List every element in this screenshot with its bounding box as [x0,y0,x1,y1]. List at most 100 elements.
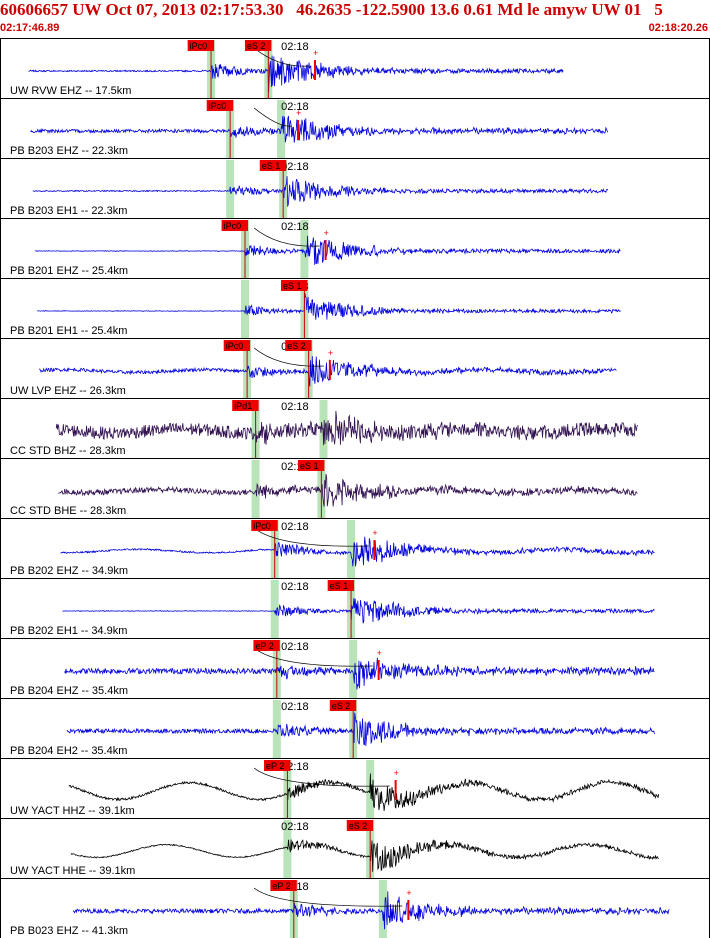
trace-row[interactable]: 02:18 + iPc0 PB B202 EHZ -- 34.9km [0,518,710,579]
s-pick-label: eS 1 [283,281,302,291]
coda-arc [253,527,369,547]
trace-row[interactable]: 02:18 +eP 2UW YACT HHZ -- 39.1km [0,758,710,819]
minute-tick-label: 02:18 [281,41,309,53]
channel-label: PB B201 EHZ -- 25.4km [10,265,128,277]
channel-label: UW YACT HHE -- 39.1km [10,865,135,877]
s-pick-box[interactable] [285,340,312,351]
p-pick-window [240,280,249,338]
s-pick-box[interactable] [327,580,355,591]
p-pick-box[interactable] [251,520,278,531]
p-pick-box[interactable] [270,880,297,891]
minute-tick-label: 02:18 [281,581,309,593]
minute-tick-label: 02:18 [281,401,309,413]
s-pick-label: eS 2 [247,41,266,51]
p-pick-label: iPc0 [253,521,271,531]
p-pick-box[interactable] [221,220,248,231]
minute-tick-label: 02:18 [281,101,309,113]
s-pick-box[interactable] [297,460,325,471]
s-pick-box[interactable] [244,40,272,51]
trace-row[interactable]: 02:18 + iPc0 PB B201 EHZ -- 25.4km [0,218,710,279]
p-pick-box[interactable] [223,340,251,351]
trace-row[interactable]: 02:18 eS 2 PB B204 EH2 -- 35.4km [0,698,710,759]
waveform [66,712,655,747]
s-pick-box[interactable] [259,160,287,171]
channel-label: CC STD BHZ -- 28.3km [10,445,126,457]
event-header: 60606657 UW Oct 07, 2013 02:17:53.30 46.… [0,0,710,38]
p-pick-window [270,580,279,638]
p-pick-box[interactable] [206,100,234,111]
s-pick-window [319,400,328,458]
p-pick-box[interactable] [253,640,280,651]
waveform [70,839,659,872]
coda-arc [253,647,373,667]
trace-row[interactable]: 02:18 iPd1 CC STD BHZ -- 28.3km [0,398,710,459]
s-pick-box[interactable] [280,280,308,291]
waveform [34,235,621,265]
waveform [72,891,670,930]
p-pick-box[interactable] [187,40,215,51]
waveform [58,473,638,507]
coda-arc [253,47,310,67]
channel-label: PB B201 EH1 -- 25.4km [10,325,127,337]
trace-row[interactable]: 02:18+ iPc0 PB B203 EHZ -- 22.3km [0,98,710,159]
event-title: 60606657 UW Oct 07, 2013 02:17:53.30 46.… [0,0,663,19]
p-pick-label: iPc0 [224,221,242,231]
coda-arc [253,347,324,367]
waveform [30,115,609,143]
channel-label: PB B202 EHZ -- 34.9km [10,565,128,577]
waveform [28,55,564,93]
minute-tick-label: 02:18 [281,701,309,713]
p-pick-box[interactable] [232,400,259,411]
coda-arc [253,227,320,247]
waveform [62,598,655,624]
waveform [60,536,655,567]
channel-label: UW RVW EHZ -- 17.5km [10,85,131,97]
s-pick-label: eS 2 [287,341,306,351]
trace-row[interactable]: 02:18 + iPc0 eS 2 UW RVW EHZ -- 17.5km [0,38,710,99]
seismogram-panel[interactable]: 02:18 +iPc0 eS 2UW RVW EHZ -- 17.5km02:18+… [0,38,710,938]
minute-tick-label: 02:18 [281,821,309,833]
p-pick-label: eP 2 [255,641,273,651]
channel-label: UW YACT HHZ -- 39.1km [10,805,135,817]
coda-arc [253,887,403,907]
end-time-label: 02:18:20.26 [648,22,708,34]
s-pick-box[interactable] [329,700,357,711]
trace-row[interactable]: 02:18 eS 2 UW YACT HHE -- 39.1km [0,818,710,879]
channel-label: PB B204 EH2 -- 35.4km [10,745,127,757]
trace-row[interactable]: 02:18 eS 1 PB B202 EH1 -- 34.9km [0,578,710,639]
p-pick-label: eP 2 [266,761,284,771]
waveform [37,292,621,320]
p-pick-label: iPc0 [226,341,244,351]
s-pick-window [378,880,387,938]
s-pick-label: eS 1 [330,581,349,591]
p-pick-label: eP 2 [272,881,290,891]
minute-tick-label: 02:18 [281,161,309,173]
s-pick-label: eS 1 [262,161,281,171]
amplitude-plus-icon: + [296,108,301,118]
channel-label: CC STD BHE -- 28.3km [10,505,126,517]
waveform [39,356,617,387]
waveform [68,773,660,812]
waveform [55,410,638,446]
amplitude-plus-icon: + [406,888,411,898]
coda-arc [253,767,390,787]
p-pick-label: iPc0 [209,101,227,111]
p-pick-label: iPd1 [234,401,252,411]
p-pick-box[interactable] [264,760,291,771]
amplitude-plus-icon: + [324,228,329,238]
p-pick-window [272,700,281,758]
minute-tick-label: 02:18 [281,221,309,233]
minute-tick-label: 02:18 [281,641,309,653]
trace-row[interactable]: 02:18+eP 2PB B023 EHZ -- 41.3km [0,878,710,938]
s-pick-label: eS 2 [332,701,351,711]
amplitude-plus-icon: + [313,48,318,58]
trace-row[interactable]: 02:18 + eP 2 PB B204 EHZ -- 35.4km [0,638,710,699]
amplitude-plus-icon: + [372,528,377,538]
channel-label: PB B203 EH1 -- 22.3km [10,205,127,217]
minute-tick-label: 02:18 [281,521,309,533]
s-pick-box[interactable] [346,820,374,831]
